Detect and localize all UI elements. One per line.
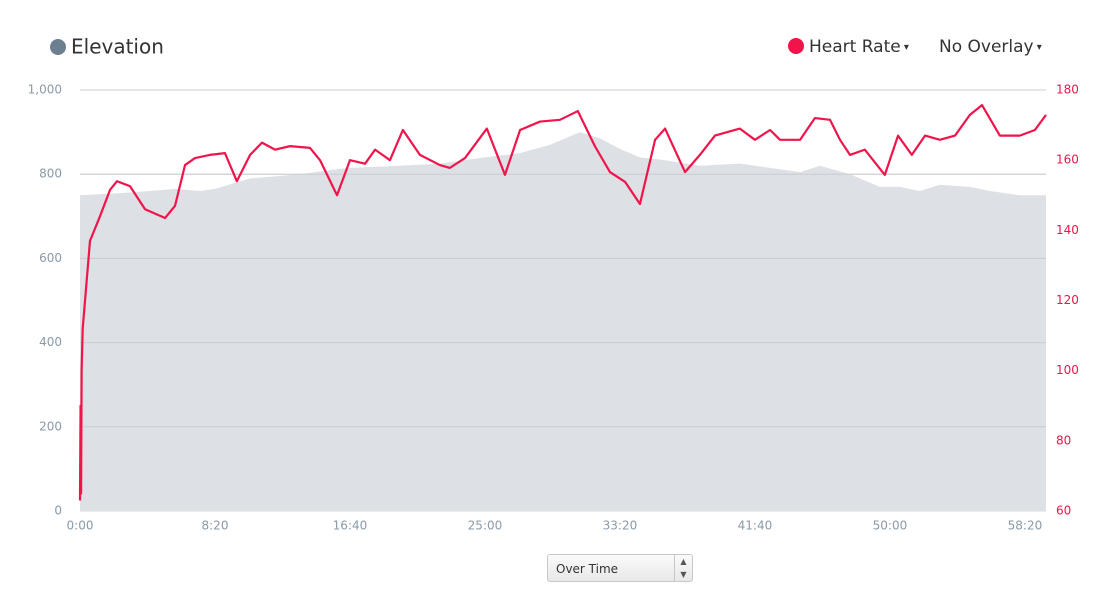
y-tick-label: 1,000: [28, 83, 62, 97]
heart-rate-line: [78, 103, 1047, 501]
x-tick-label: 33:20: [603, 519, 638, 533]
legend-dot: [788, 38, 804, 54]
legend-label[interactable]: Heart Rate ▾: [809, 37, 909, 57]
mode-label: Over Time: [556, 562, 619, 576]
y2-tick-label: 140: [1056, 223, 1079, 237]
mode-select[interactable]: Over Time ▲ ▼: [547, 554, 693, 582]
y-tick-label: 800: [39, 167, 62, 181]
y2-tick-label: 80: [1056, 433, 1071, 447]
x-tick-label: 8:20: [202, 519, 229, 533]
y-tick-label: 400: [39, 335, 62, 349]
y-tick-label: 0: [54, 504, 62, 518]
y-tick-label: 600: [39, 251, 62, 265]
x-tick-label: 16:40: [333, 519, 368, 533]
y-tick-label: 200: [39, 419, 62, 433]
overlay-select[interactable]: No Overlay ▾: [939, 37, 1042, 57]
x-tick-label: 50:00: [873, 519, 908, 533]
dropdown-arrow: ▾: [1034, 42, 1042, 53]
y2-tick-label: 100: [1056, 363, 1079, 377]
legend-label: Elevation: [71, 35, 164, 59]
y2-tick-label: 60: [1056, 504, 1071, 518]
legend-dot: [50, 39, 66, 55]
dropdown-arrow: ▾: [901, 42, 909, 53]
x-tick-label: 25:00: [468, 519, 503, 533]
select-arrows: ▲ ▼: [674, 555, 692, 581]
x-tick-label: 0:00: [67, 519, 94, 533]
x-tick-label: 41:40: [738, 519, 773, 533]
y2-tick-label: 120: [1056, 293, 1079, 307]
y2-tick-label: 160: [1056, 153, 1079, 167]
legend-text: Heart Rate: [809, 37, 901, 57]
overlay-text: No Overlay: [939, 37, 1034, 57]
y2-tick-label: 180: [1056, 83, 1079, 97]
x-tick-label: 58:20: [1008, 519, 1043, 533]
elevation-area: [80, 132, 1046, 511]
